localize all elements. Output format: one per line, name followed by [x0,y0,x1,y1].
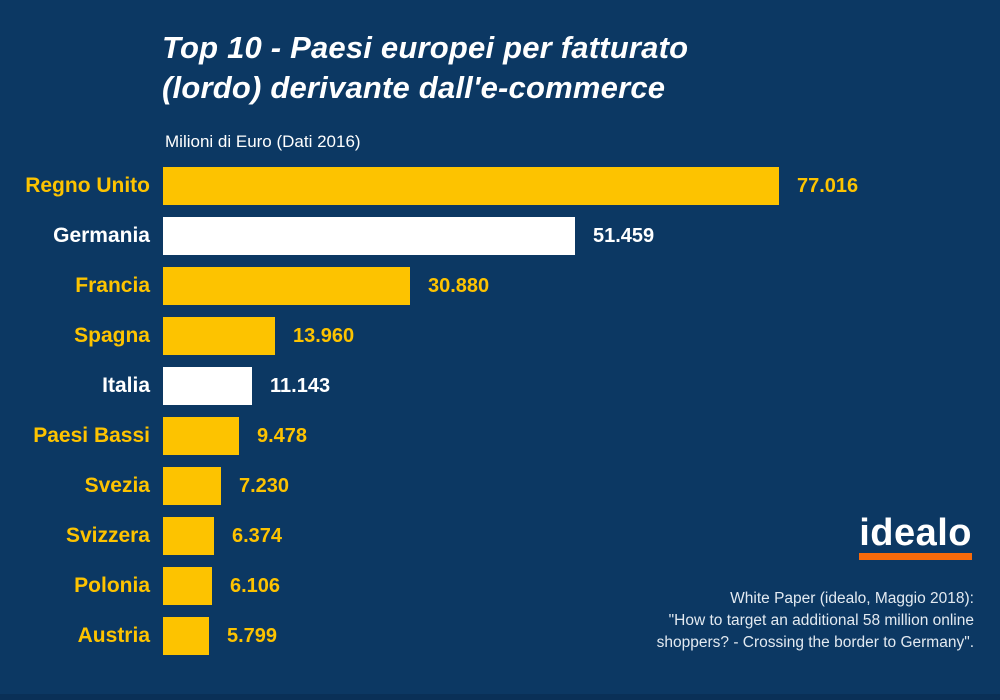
bar [163,167,779,205]
bar [163,217,575,255]
value-label: 6.106 [230,574,281,597]
chart-title-line1: Top 10 - Paesi europei per fatturato [162,30,689,65]
country-label: Regno Unito [25,174,150,197]
value-label: 5.799 [227,624,278,647]
chart-row: Germania 51.459 [0,211,1000,261]
country-label: Polonia [74,574,150,597]
chart-row: Regno Unito 77.016 [0,161,1000,211]
country-label: Germania [53,224,150,247]
bar [163,517,214,555]
chart-row: Svezia 7.230 [0,461,1000,511]
chart-title: Top 10 - Paesi europei per fatturato (lo… [162,28,688,108]
value-label: 51.459 [593,224,655,247]
chart-row: Svizzera 6.374 [0,511,1000,561]
bar [163,467,221,505]
chart-row: Austria 5.799 [0,611,1000,661]
value-label: 30.880 [428,274,490,297]
bottom-accent-band [0,694,1000,700]
bar [163,367,252,405]
bar [163,417,239,455]
source-note-line2: "How to target an additional 58 million … [668,612,974,629]
value-label: 7.230 [239,474,290,497]
value-label: 77.016 [797,174,859,197]
bar-chart: Regno Unito 77.016 Germania 51.459 Francia 30… [0,161,1000,661]
bar [163,267,410,305]
source-note-line1: White Paper (idealo, Maggio 2018): [730,590,974,607]
value-label: 6.374 [232,524,283,547]
chart-row: Polonia 6.106 [0,561,1000,611]
source-note-line3: shoppers? - Crossing the border to Germa… [656,634,974,651]
country-label: Spagna [74,324,150,347]
chart-row: Paesi Bassi 9.478 [0,411,1000,461]
value-label: 13.960 [293,324,355,347]
bar [163,567,212,605]
value-label: 9.478 [257,424,308,447]
idealo-logo: idealo [859,514,972,560]
country-label: Svizzera [65,524,150,547]
idealo-logo-text: idealo [859,514,972,560]
chart-row: Spagna 13.960 [0,311,1000,361]
chart-row: Italia 11.143 [0,361,1000,411]
country-label: Svezia [84,474,150,497]
source-note: White Paper (idealo, Maggio 2018): "How … [657,588,974,654]
country-label: Paesi Bassi [33,424,150,447]
chart-subtitle: Milioni di Euro (Dati 2016) [165,132,361,151]
country-label: Austria [77,624,150,647]
country-label: Francia [75,274,150,297]
bar [163,617,209,655]
chart-row: Francia 30.880 [0,261,1000,311]
chart-title-line2: (lordo) derivante dall'e-commerce [162,70,666,105]
bar [163,317,275,355]
value-label: 11.143 [270,374,331,397]
country-label: Italia [102,374,150,397]
